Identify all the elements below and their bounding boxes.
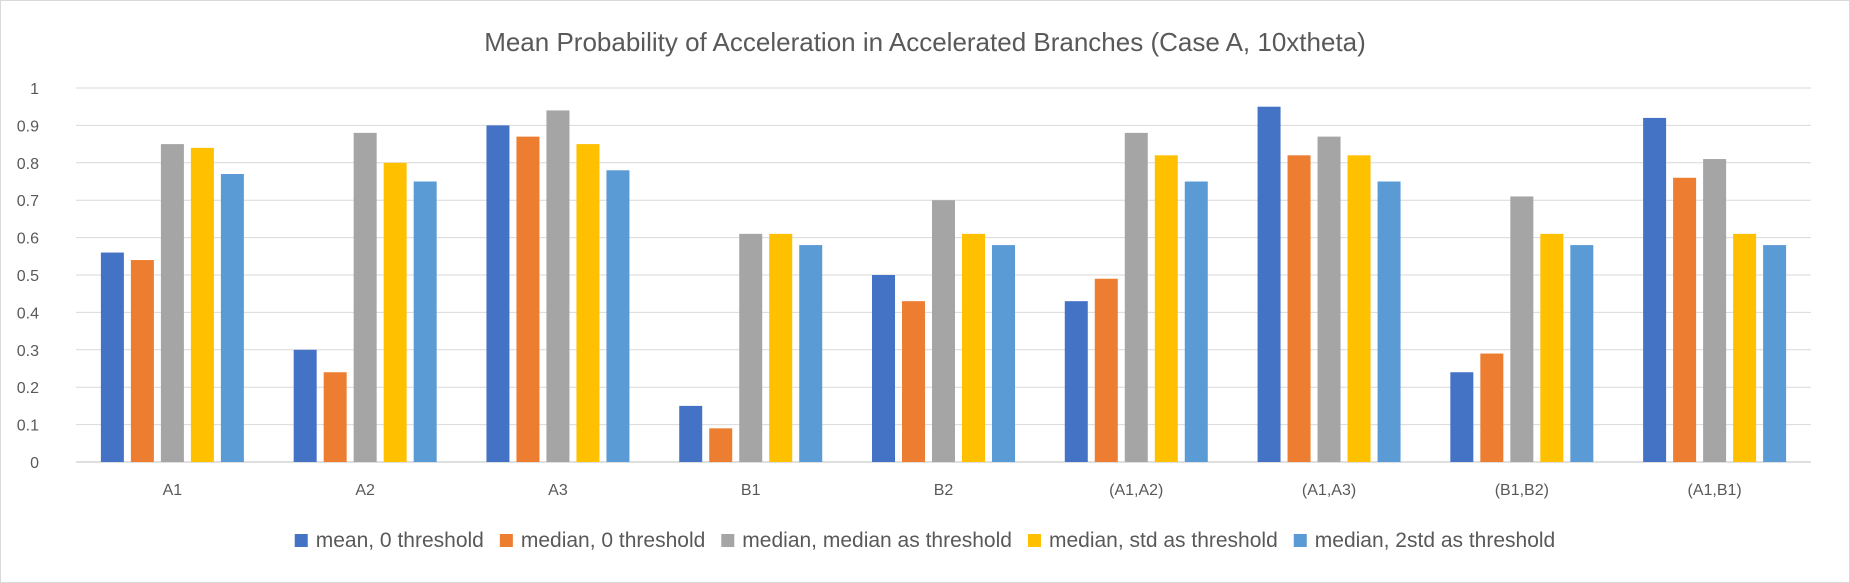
- bar-(A1,B1)-series-3: [1703, 159, 1727, 462]
- y-tick-label: 0.5: [17, 268, 39, 285]
- y-axis-ticks: 0 0.1 0.2 0.3 0.4 0.5 0.6 0.7 0.8 0.9 1: [17, 81, 39, 472]
- bars: [100, 106, 1787, 463]
- bar-(B1,B2)-series-4: [1540, 233, 1564, 462]
- bar-(A1,A3)-series-1: [1257, 106, 1281, 462]
- bar-A2-series-4: [383, 162, 407, 463]
- bar-B1-series-4: [769, 233, 793, 462]
- bar-A3-series-4: [576, 144, 600, 462]
- bar-B2-series-5: [992, 245, 1015, 462]
- bar-(A1,B1)-series-2: [1673, 177, 1697, 462]
- x-tick-label: A1: [163, 482, 183, 499]
- bar-(A1,A2)-series-5: [1184, 181, 1208, 462]
- x-tick-label: A2: [355, 482, 375, 499]
- x-tick-label: B1: [741, 482, 761, 499]
- bar-A1-series-3: [160, 144, 184, 462]
- bar-(A1,B1)-series-5: [1763, 245, 1787, 462]
- legend-swatch: [1293, 534, 1307, 547]
- legend-item: median, std as threshold: [1027, 529, 1278, 552]
- legend-label: median, std as threshold: [1049, 529, 1278, 552]
- bar-B1-series-3: [739, 233, 763, 462]
- y-tick-label: 0.6: [17, 231, 39, 248]
- bar-(B1,B2)-series-2: [1480, 353, 1504, 462]
- bar-(A1,B1)-series-1: [1643, 117, 1667, 463]
- bar-(A1,A2)-series-3: [1124, 132, 1148, 462]
- bar-A2-series-3: [353, 132, 377, 462]
- bar-A1-series-1: [100, 252, 124, 462]
- legend-swatch: [499, 534, 513, 547]
- bar-A2-series-1: [293, 349, 317, 462]
- bar-B1-series-2: [709, 428, 733, 462]
- chart-title: Mean Probability of Acceleration in Acce…: [484, 27, 1366, 57]
- y-tick-label: 0.7: [17, 193, 39, 210]
- y-tick-label: 0.2: [17, 380, 39, 397]
- x-tick-label: (B1,B2): [1495, 482, 1549, 499]
- bar-(A1,A2)-series-4: [1154, 155, 1178, 462]
- bar-(B1,B2)-series-1: [1450, 372, 1474, 462]
- bar-B2-series-4: [962, 233, 985, 462]
- legend-label: median, 0 threshold: [521, 529, 705, 552]
- legend-swatch: [1027, 534, 1041, 547]
- x-tick-label: B2: [934, 482, 954, 499]
- bar-A3-series-1: [486, 125, 510, 463]
- legend-label: mean, 0 threshold: [316, 529, 484, 552]
- bar-A3-series-2: [516, 136, 540, 462]
- x-tick-label: (A1,B1): [1687, 482, 1741, 499]
- bar-(B1,B2)-series-3: [1510, 196, 1534, 462]
- legend: mean, 0 threshold median, 0 threshold medi…: [294, 529, 1555, 552]
- y-tick-label: 0.4: [17, 305, 39, 322]
- bar-A2-series-5: [413, 181, 437, 462]
- legend-swatch: [721, 534, 735, 547]
- y-tick-label: 0.9: [17, 118, 39, 135]
- x-tick-label: (A1,A2): [1109, 482, 1163, 499]
- legend-label: median, median as threshold: [742, 529, 1012, 552]
- bar-B2-series-1: [872, 275, 895, 462]
- x-tick-label: (A1,A3): [1302, 482, 1356, 499]
- bar-B2-series-2: [902, 301, 925, 462]
- bar-(A1,B1)-series-4: [1733, 233, 1757, 462]
- bar-(A1,A2)-series-1: [1064, 301, 1088, 462]
- bar-A2-series-2: [323, 372, 347, 462]
- x-axis-ticks: A1 A2 A3 B1 B2 (A1,A2) (A1,A3) (B1,B2) (A1,B1): [163, 482, 1742, 499]
- y-tick-label: 0: [30, 455, 39, 472]
- legend-item: median, 0 threshold: [499, 529, 705, 552]
- y-tick-label: 0.1: [17, 418, 39, 435]
- legend-item: median, 2std as threshold: [1293, 529, 1555, 552]
- bar-(B1,B2)-series-5: [1570, 245, 1594, 462]
- bar-A1-series-4: [190, 147, 214, 462]
- bar-B1-series-1: [679, 405, 703, 462]
- bar-B2-series-3: [932, 200, 955, 462]
- legend-label: median, 2std as threshold: [1315, 529, 1555, 552]
- bar-B1-series-5: [799, 245, 823, 462]
- legend-item: median, median as threshold: [721, 529, 1012, 552]
- bar-(A1,A2)-series-2: [1094, 278, 1118, 462]
- bar-A1-series-2: [130, 260, 154, 462]
- y-tick-label: 1: [30, 81, 39, 98]
- bar-(A1,A3)-series-4: [1347, 155, 1371, 462]
- bar-A3-series-3: [546, 110, 570, 462]
- bar-(A1,A3)-series-3: [1317, 136, 1341, 462]
- x-tick-label: A3: [548, 482, 568, 499]
- bar-(A1,A3)-series-5: [1377, 181, 1401, 462]
- bar-A3-series-5: [606, 170, 630, 462]
- bar-(A1,A3)-series-2: [1287, 155, 1311, 462]
- y-tick-label: 0.3: [17, 343, 39, 360]
- legend-swatch: [294, 534, 308, 547]
- y-tick-label: 0.8: [17, 156, 39, 173]
- bar-A1-series-5: [220, 174, 244, 462]
- legend-item: mean, 0 threshold: [294, 529, 484, 552]
